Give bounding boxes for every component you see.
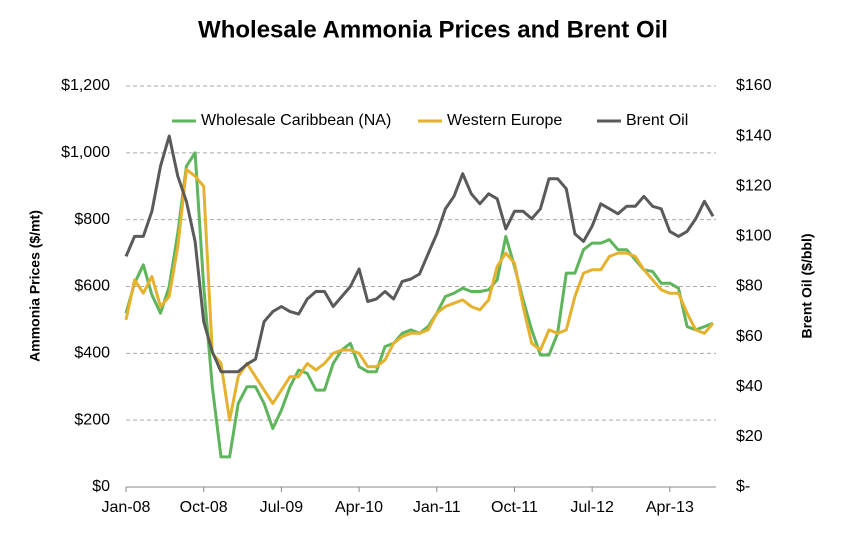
y2-tick-label: $100 <box>736 228 772 245</box>
series-line <box>124 134 715 374</box>
x-tick-label: Oct-08 <box>180 499 228 516</box>
legend-label: Brent Oil <box>626 112 688 129</box>
x-tick-label: Jan-08 <box>102 499 151 516</box>
x-tick-label: Apr-13 <box>646 499 694 516</box>
x-tick-label: Jul-09 <box>260 499 304 516</box>
x-tick-label: Apr-10 <box>335 499 383 516</box>
y2-tick-label: $20 <box>736 428 763 445</box>
y-tick-label: $400 <box>74 345 110 362</box>
y2-tick-label: $60 <box>736 328 763 345</box>
series-line <box>124 151 714 459</box>
y2-tick-label: $120 <box>736 177 772 194</box>
y2-tick-label: $40 <box>736 378 763 395</box>
x-tick-label: Oct-11 <box>491 499 538 516</box>
legend-label: Wholesale Caribbean (NA) <box>201 112 391 129</box>
y2-axis-title: Brent Oil ($/bbl) <box>799 234 815 339</box>
legend-label: Western Europe <box>447 112 562 129</box>
chart-title: Wholesale Ammonia Prices and Brent Oil <box>198 16 668 43</box>
y-tick-label: $800 <box>74 211 110 228</box>
y-tick-label: $200 <box>74 411 110 428</box>
y-tick-label: $1,200 <box>61 77 110 94</box>
x-tick-label: Jan-11 <box>413 499 461 516</box>
y-tick-label: $600 <box>74 278 110 295</box>
y2-tick-label: $- <box>736 478 750 495</box>
y-tick-label: $1,000 <box>61 144 110 161</box>
x-tick-label: Jul-12 <box>570 499 614 516</box>
y2-tick-label: $140 <box>736 127 772 144</box>
y-tick-label: $0 <box>92 478 110 495</box>
series-line <box>124 168 715 422</box>
y2-tick-label: $160 <box>736 77 772 94</box>
y-axis-title: Ammonia Prices ($/mt) <box>27 210 43 362</box>
y2-tick-label: $80 <box>736 278 763 295</box>
